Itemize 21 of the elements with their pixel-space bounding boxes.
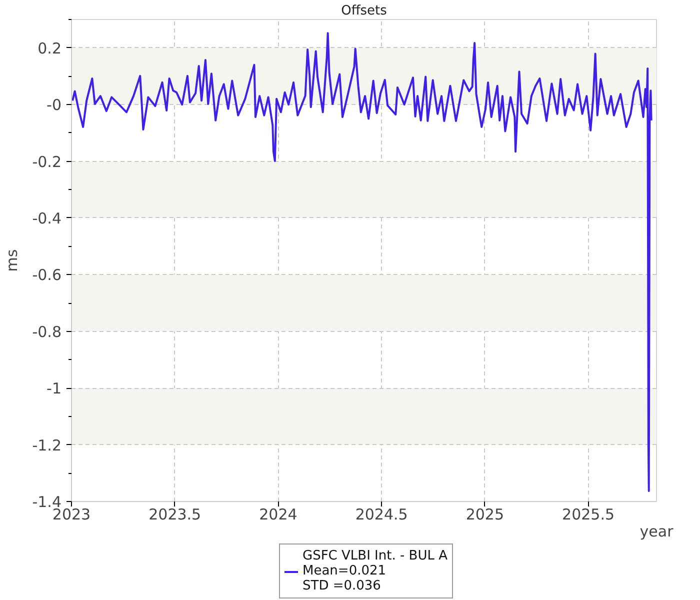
x-tick-label: 2025: [466, 506, 504, 524]
x-axis-title: year: [640, 522, 674, 540]
x-tick-label: 2023: [52, 506, 91, 524]
y-tick-label: -0.2: [32, 152, 62, 171]
y-tick-label: 0.2: [38, 39, 62, 58]
y-tick-label: -0.6: [32, 266, 62, 284]
y-tick-label: -0.4: [32, 209, 62, 228]
text: GSFC VLBI Int. - BUL A: [302, 548, 448, 564]
chart-title: Offsets: [341, 4, 388, 18]
x-tick-label: 2025.5: [562, 506, 615, 524]
y-tick-label: -0: [46, 96, 62, 114]
line-series: [72, 32, 652, 492]
y-tick-label: -1: [46, 380, 62, 398]
x-tick-label: 2024: [259, 506, 298, 524]
text: STD =0.036: [302, 578, 381, 594]
y-tick-label: -0.8: [32, 322, 62, 341]
y-tick-label: -1.2: [32, 436, 62, 454]
x-tick-label: 2023.5: [148, 506, 202, 524]
y-axis-title: ms: [3, 249, 22, 272]
x-tick-label: 2024.5: [355, 506, 408, 524]
text: Mean=0.021: [302, 564, 386, 578]
